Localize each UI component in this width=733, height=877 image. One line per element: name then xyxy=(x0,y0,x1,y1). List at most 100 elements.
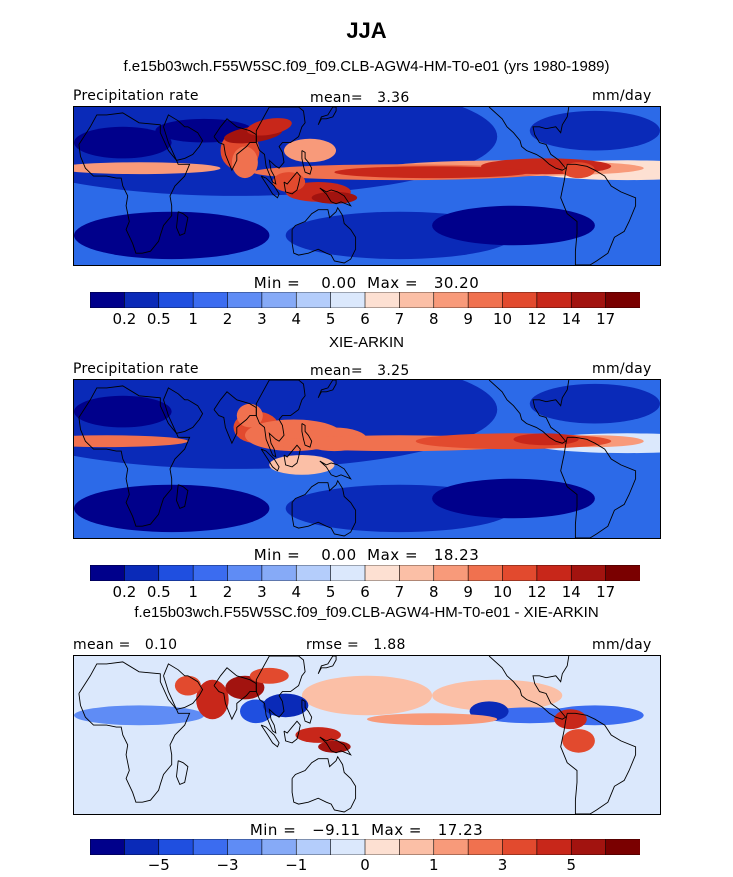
colorbar-tick-label: 9 xyxy=(463,583,473,601)
colorbar-tick-label: 8 xyxy=(428,310,439,328)
field-contour-region xyxy=(301,754,563,795)
coastline xyxy=(560,163,637,265)
colorbar-box xyxy=(330,292,366,308)
colorbar-tick-label: 12 xyxy=(527,310,547,328)
colorbar-box xyxy=(605,565,640,581)
coastline xyxy=(283,171,301,195)
colorbar-tick-label: 2 xyxy=(222,310,233,328)
coastline xyxy=(283,444,301,468)
field-contour-region xyxy=(554,709,587,730)
field-contour-region xyxy=(74,126,172,159)
colorbar-box xyxy=(330,839,366,855)
colorbar-tick-label: 3 xyxy=(497,856,508,874)
colorbar-tick-label: 3 xyxy=(257,583,267,601)
coastline xyxy=(163,387,204,434)
colorbar-box xyxy=(90,565,125,581)
season-title: JJA xyxy=(346,18,387,43)
colorbar-tick-label: −5 xyxy=(147,856,170,874)
field-contour-region xyxy=(432,205,595,246)
colorbar-box xyxy=(570,565,607,581)
colorbar-tick-label: 0.2 xyxy=(112,583,137,601)
colorbar-tick-label: −1 xyxy=(285,856,308,874)
coastline xyxy=(260,175,280,199)
colorbar-tick-label: 1 xyxy=(188,583,198,601)
field-contour-region xyxy=(269,455,335,475)
panel-1-field-svg xyxy=(74,107,660,265)
coastline xyxy=(78,661,191,803)
colorbar-tick-label: 14 xyxy=(561,310,581,328)
coastline xyxy=(260,724,280,748)
panel-1-colorbar-ticks: 0.2 0.5 1 2 3 4 5 6 7 8 9 10 12 14 17 xyxy=(90,310,640,328)
colorbar-box xyxy=(399,292,435,308)
colorbar-box xyxy=(502,292,538,308)
field-contour-region xyxy=(74,162,221,175)
colorbar-box xyxy=(536,565,572,581)
coastline xyxy=(283,720,301,744)
colorbar-box xyxy=(330,565,366,581)
colorbar-box xyxy=(502,839,538,855)
field-contour-region xyxy=(249,667,289,684)
colorbar-tick-label: 12 xyxy=(527,583,547,601)
panel-2-colorbar-ticks: 0.2 0.5 1 2 3 4 5 6 7 8 9 10 12 14 17 xyxy=(90,583,640,601)
colorbar-box xyxy=(433,839,469,855)
colorbar-tick-label: 4 xyxy=(291,310,302,328)
coastline xyxy=(319,460,352,480)
colorbar-tick-label: 8 xyxy=(428,583,439,601)
field-contour-region xyxy=(295,727,341,743)
colorbar-box xyxy=(261,292,297,308)
panel-3-minmax: Min = −9.11 Max = 17.23 xyxy=(249,821,484,839)
colorbar-tick-label: 14 xyxy=(561,583,581,601)
panel-1-variable-label: Precipitation rate xyxy=(73,88,199,104)
coastline xyxy=(78,385,191,527)
colorbar-box xyxy=(124,839,160,855)
colorbar-tick-label: 4 xyxy=(291,583,302,601)
colorbar-box xyxy=(605,292,640,308)
panel-2-variable-label: Precipitation rate xyxy=(73,361,199,377)
colorbar-tick-label: 0.5 xyxy=(146,310,171,328)
panel-3-units-label: mm/day xyxy=(592,637,652,653)
colorbar-box xyxy=(158,292,194,308)
coastline xyxy=(488,380,570,444)
colorbar-box xyxy=(158,565,194,581)
colorbar-box xyxy=(90,839,125,855)
colorbar-tick-label: 2 xyxy=(222,583,233,601)
coastline xyxy=(488,107,570,171)
coastline xyxy=(560,436,637,538)
field-contour-region xyxy=(174,675,201,696)
field-contour-region xyxy=(529,110,660,151)
coastline xyxy=(317,656,337,675)
field-contour-region xyxy=(74,435,188,448)
panel-2-title: XIE-ARKIN xyxy=(328,334,404,351)
colorbar-box xyxy=(399,839,435,855)
colorbar-box xyxy=(467,565,504,581)
colorbar-tick-label: 1 xyxy=(188,310,198,328)
panel-1-map xyxy=(73,106,661,266)
colorbar-tick-label: 17 xyxy=(596,583,616,601)
panel-1-colorbar-svg xyxy=(90,292,640,308)
field-contour-region xyxy=(225,675,265,700)
field-contour-region xyxy=(74,395,172,428)
colorbar-tick-label: 10 xyxy=(492,310,513,328)
field-contour-region xyxy=(367,713,498,726)
colorbar-box xyxy=(605,839,640,855)
coastline xyxy=(176,760,189,785)
colorbar-box xyxy=(261,839,297,855)
panel-2-map xyxy=(73,379,661,539)
colorbar-box xyxy=(364,292,400,308)
colorbar-tick-label: 9 xyxy=(463,310,473,328)
panel-2-minmax: Min = 0.00 Max = 18.23 xyxy=(253,546,480,564)
colorbar-tick-label: 3 xyxy=(257,310,267,328)
colorbar-box xyxy=(192,292,229,308)
field-contour-region xyxy=(262,693,309,718)
coastline xyxy=(163,114,204,161)
colorbar-tick-label: 0.2 xyxy=(112,310,137,328)
coastline xyxy=(213,118,257,172)
panel-1-mean-label: mean= 3.36 xyxy=(310,90,410,106)
coastline xyxy=(319,187,352,207)
panel-3-rmse-label: rmse = 1.88 xyxy=(306,637,406,653)
coastline xyxy=(255,380,306,458)
colorbar-tick-label: 10 xyxy=(492,583,513,601)
colorbar-box xyxy=(467,292,504,308)
coastline xyxy=(163,663,204,710)
panel-3-mean-label: mean = 0.10 xyxy=(73,637,178,653)
